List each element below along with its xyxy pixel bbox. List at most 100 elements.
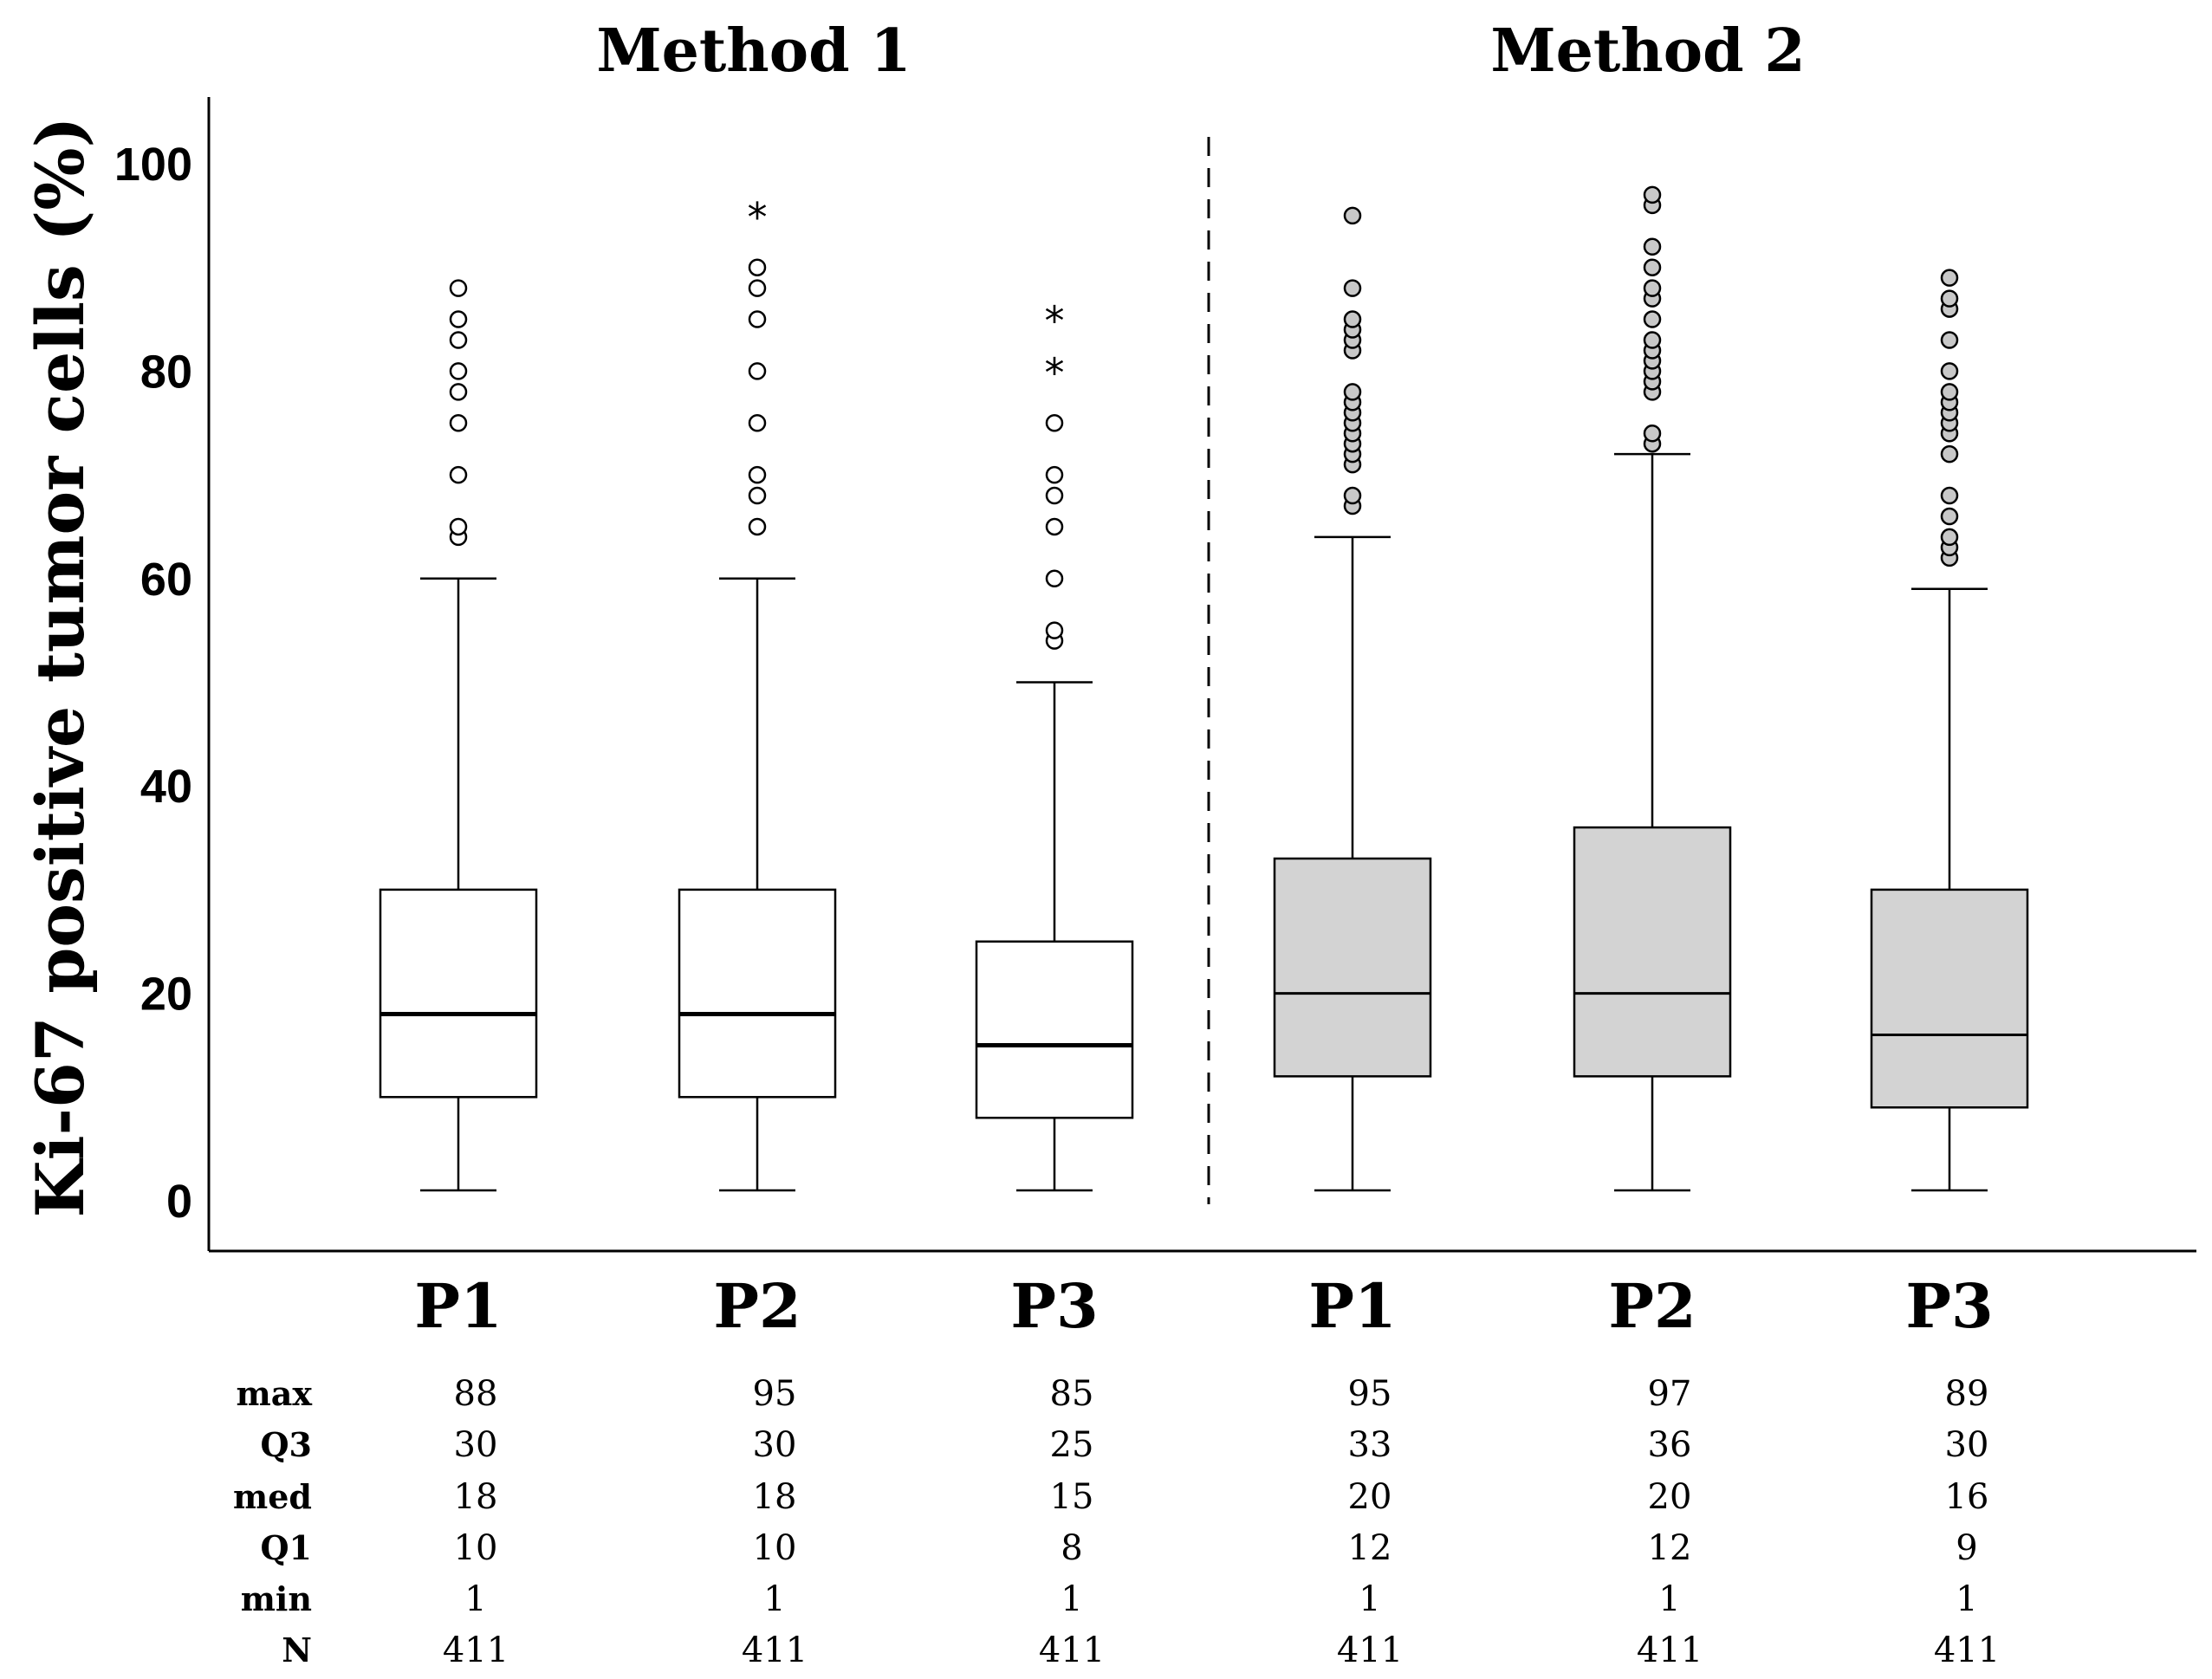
box-method-2-p2: [1573, 185, 1732, 1192]
stat-value: 88: [454, 1374, 498, 1414]
category-label: P3: [1010, 1270, 1098, 1342]
stat-value: 1: [763, 1579, 785, 1619]
outlier-point: [1940, 528, 1959, 547]
stat-value: 18: [753, 1477, 797, 1517]
box-method-2-p3: [1870, 269, 2029, 1192]
y-tick-label: 40: [140, 761, 192, 813]
outlier-point: [748, 465, 767, 484]
outlier-point: [449, 414, 468, 432]
stat-value: 1: [464, 1579, 486, 1619]
box-method-1-p3: **: [975, 298, 1134, 1192]
iqr-box: [678, 888, 837, 1099]
outlier-point: [1940, 444, 1959, 464]
outlier-point: [449, 310, 468, 328]
stat-value: 411: [1039, 1630, 1105, 1670]
stat-value: 30: [753, 1425, 797, 1465]
outlier-point: [1940, 486, 1959, 505]
box-method-1-p1: [379, 279, 538, 1192]
outlier-point: [748, 279, 767, 297]
stat-value: 12: [1648, 1528, 1692, 1568]
stat-value: 95: [753, 1374, 797, 1414]
boxes: ***: [379, 185, 2029, 1192]
stat-value: 20: [1648, 1477, 1692, 1517]
box-method-1-p2: *: [678, 194, 837, 1192]
outlier-point: [1045, 569, 1064, 588]
category-labels: P1 P2 P3 P1 P2 P3: [414, 1270, 1993, 1342]
outlier-point: [748, 414, 767, 432]
stat-value: 95: [1348, 1374, 1392, 1414]
outlier-point: [1643, 310, 1662, 328]
stat-value: 20: [1348, 1477, 1392, 1517]
stat-value: 16: [1945, 1477, 1989, 1517]
outlier-point: [1643, 331, 1662, 349]
outlier-point: [1343, 206, 1362, 225]
stat-value: 18: [454, 1477, 498, 1517]
stat-value: 411: [1637, 1630, 1703, 1670]
y-tick-label: 20: [140, 969, 192, 1021]
outlier-point: [1940, 331, 1959, 349]
outlier-point: [449, 465, 468, 484]
iqr-box: [379, 888, 538, 1099]
stat-value: 10: [454, 1528, 498, 1568]
outlier-point: [1343, 310, 1362, 328]
outlier-point: [1643, 237, 1662, 256]
outlier-point: [1045, 465, 1064, 484]
category-label: P2: [1608, 1270, 1696, 1342]
stat-value: 97: [1648, 1374, 1692, 1414]
outlier-point: [1045, 517, 1064, 536]
stat-value: 411: [1337, 1630, 1403, 1670]
stat-value: 30: [454, 1425, 498, 1465]
iqr-box: [1273, 857, 1432, 1078]
outlier-point: [748, 486, 767, 505]
outlier-point: [1643, 279, 1662, 297]
stat-value: 12: [1348, 1528, 1392, 1568]
stat-value: 411: [1934, 1630, 2000, 1670]
outlier-point: [1643, 258, 1662, 276]
stat-row-label: Q1: [260, 1528, 312, 1567]
extreme-point: *: [1045, 298, 1065, 345]
iqr-box: [1573, 826, 1732, 1078]
stat-value: 1: [1956, 1579, 1977, 1619]
category-label: P1: [414, 1270, 502, 1342]
stat-row-label: max: [237, 1374, 313, 1413]
stat-value: 33: [1348, 1425, 1392, 1465]
stat-value: 8: [1061, 1528, 1082, 1568]
stat-value: 1: [1061, 1579, 1082, 1619]
stat-value: 15: [1050, 1477, 1094, 1517]
stat-value: 10: [753, 1528, 797, 1568]
outlier-point: [1940, 362, 1959, 380]
outlier-point: [1045, 486, 1064, 505]
extreme-point: *: [748, 194, 768, 241]
stat-value: 1: [1359, 1579, 1380, 1619]
stat-value: 85: [1050, 1374, 1094, 1414]
outlier-point: [1045, 414, 1064, 432]
outlier-point: [748, 362, 767, 380]
outlier-point: [449, 383, 468, 401]
stat-value: 30: [1945, 1425, 1989, 1465]
method-2-title: Method 2: [1490, 16, 1805, 86]
outlier-point: [748, 258, 767, 276]
y-tick-label: 60: [140, 554, 192, 606]
method-1-title: Method 1: [596, 16, 911, 86]
y-tick-label: 80: [140, 346, 192, 398]
stat-value: 411: [443, 1630, 509, 1670]
outlier-point: [1940, 289, 1959, 308]
outlier-point: [1343, 486, 1362, 505]
outlier-point: [1940, 269, 1959, 287]
stat-value: 1: [1658, 1579, 1680, 1619]
stat-row-label: min: [241, 1579, 312, 1618]
outlier-point: [1045, 621, 1064, 639]
outlier-point: [449, 362, 468, 380]
outlier-point: [1940, 507, 1959, 526]
stat-value: 36: [1648, 1425, 1692, 1465]
stat-value: 89: [1945, 1374, 1989, 1414]
category-label: P2: [713, 1270, 801, 1342]
outlier-point: [449, 517, 468, 536]
outlier-point: [748, 517, 767, 536]
y-tick-labels: 0 20 40 60 80 100: [114, 139, 192, 1228]
outlier-point: [1940, 383, 1959, 401]
stat-value: 411: [742, 1630, 808, 1670]
extreme-point: *: [1045, 349, 1065, 396]
outlier-point: [748, 310, 767, 328]
